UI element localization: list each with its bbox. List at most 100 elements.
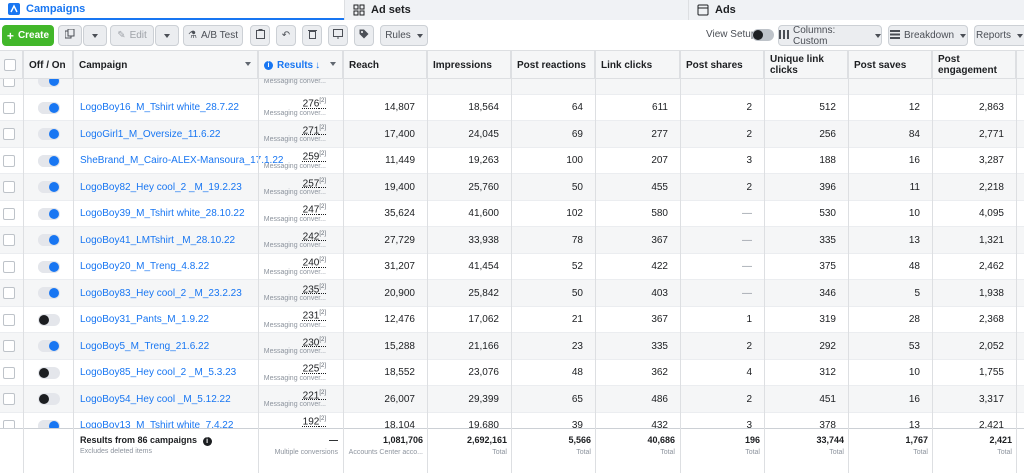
table-row[interactable]: LogoBoy83_Hey cool_2 _M_23.2.23 235[2] Mes…: [0, 280, 1024, 307]
tag-button[interactable]: [354, 25, 374, 46]
table-row[interactable]: LogoBoy82_Hey cool_2 _M_19.2.23 257[2] Mes…: [0, 174, 1024, 201]
header-post-saves[interactable]: Post saves: [848, 51, 932, 79]
breakdown-button[interactable]: Breakdown: [888, 25, 968, 46]
edit-dropdown-button[interactable]: [155, 25, 179, 46]
row-checkbox[interactable]: [3, 234, 15, 246]
campaign-toggle[interactable]: [38, 260, 60, 273]
footer-post-saves: 1,767 Total: [848, 435, 928, 456]
row-checkbox[interactable]: [3, 366, 15, 379]
header-unique-link-clicks[interactable]: Unique link clicks: [764, 51, 848, 79]
metric-value: 50: [571, 181, 583, 193]
campaign-name-link[interactable]: LogoBoy83_Hey cool_2 _M_23.2.23: [80, 287, 242, 299]
select-all-checkbox[interactable]: [4, 59, 16, 71]
campaign-toggle[interactable]: [38, 101, 60, 114]
header-post-shares[interactable]: Post shares: [680, 51, 764, 79]
campaign-name-cell: LogoBoy41_LMTshirt _M_28.10.22: [80, 227, 255, 253]
campaign-toggle[interactable]: [38, 128, 60, 140]
campaign-toggle[interactable]: [38, 207, 60, 220]
row-checkbox[interactable]: [3, 207, 15, 220]
table-row[interactable]: LogoBoy16_M_Tshirt white_28.7.22 276[2] Me…: [0, 94, 1024, 121]
table-row[interactable]: LogoBoy39_M_Tshirt white_28.10.22 247[2] M…: [0, 200, 1024, 227]
header-post-reactions[interactable]: Post reactions: [511, 51, 595, 79]
campaign-toggle[interactable]: [38, 419, 60, 428]
edit-button[interactable]: ✎ Edit: [110, 25, 154, 46]
header-off-on[interactable]: Off / On: [23, 51, 73, 79]
campaign-toggle[interactable]: [38, 287, 60, 299]
campaign-name-link[interactable]: LogoBoy85_Hey cool_2 _M_5.3.23: [80, 367, 237, 378]
campaign-toggle[interactable]: [38, 366, 60, 379]
campaign-toggle[interactable]: [38, 181, 60, 193]
campaign-name-link[interactable]: LogoGirl1_M_Oversize_11.6.22: [80, 128, 221, 140]
create-button[interactable]: + Create: [2, 25, 54, 46]
results-type: Messaging conver...: [263, 79, 326, 85]
campaign-name-link[interactable]: LogoBoy16_M_Tshirt white_28.7.22: [80, 102, 239, 113]
chevron-down-icon: [330, 62, 336, 66]
table-row[interactable]: LogoBoy13_M_Tshirt white_7.4.22 192[2]Mes…: [0, 412, 1024, 428]
row-checkbox[interactable]: [3, 287, 15, 299]
campaign-toggle[interactable]: [38, 154, 60, 167]
duplicate-button[interactable]: [58, 25, 82, 46]
table-row[interactable]: LogoBoy85_Hey cool_2 _M_5.3.23 225[2] Mess…: [0, 359, 1024, 386]
undo-icon: ↶: [281, 30, 291, 41]
campaign-name-link[interactable]: LogoBoy41_LMTshirt _M_28.10.22: [80, 234, 236, 246]
campaign-name-link[interactable]: LogoBoy13_M_Tshirt white_7.4.22: [80, 420, 234, 428]
row-checkbox[interactable]: [3, 260, 15, 273]
row-checkbox[interactable]: [3, 101, 15, 114]
undo-button[interactable]: ↶: [276, 25, 296, 46]
tab-ad-sets[interactable]: Ad sets: [344, 0, 688, 20]
tab-ads[interactable]: Ads: [688, 0, 1024, 20]
footer-value: 2,692,161: [466, 435, 507, 445]
table-row[interactable]: LogoBoy20_M_Treng_4.8.22 240[2] Messaging …: [0, 253, 1024, 280]
campaign-toggle[interactable]: [38, 393, 60, 405]
info-icon: i: [202, 437, 212, 446]
campaign-name-link[interactable]: LogoBoy31_Pants_M_1.9.22: [80, 314, 209, 325]
row-checkbox[interactable]: [3, 419, 15, 428]
header-impressions[interactable]: Impressions: [427, 51, 511, 79]
row-checkbox[interactable]: [3, 181, 15, 193]
table-row[interactable]: Messaging conver...: [0, 79, 1024, 95]
campaign-toggle[interactable]: [38, 79, 60, 87]
archive-button[interactable]: [250, 25, 270, 46]
table-row[interactable]: LogoBoy5_M_Treng_21.6.22 230[2] Messaging …: [0, 333, 1024, 360]
footer-post-shares: 196 Total: [680, 435, 760, 456]
campaign-toggle[interactable]: [38, 340, 60, 352]
table-row[interactable]: LogoBoy41_LMTshirt _M_28.10.22 242[2] Mess…: [0, 227, 1024, 254]
campaigns-table: Off / On Campaign i Results ↓ Reach Impres…: [0, 51, 1024, 473]
table-row[interactable]: SheBrand_M_Cairo-ALEX-Mansoura_17.1.22 25…: [0, 147, 1024, 174]
header-results[interactable]: i Results ↓: [258, 51, 343, 79]
rules-label: Rules: [385, 30, 411, 41]
campaign-name-link[interactable]: LogoBoy82_Hey cool_2 _M_19.2.23: [80, 181, 242, 193]
metric-cell-reach: 18,552: [343, 360, 427, 386]
tab-campaigns[interactable]: Campaigns: [0, 0, 344, 20]
row-checkbox[interactable]: [3, 393, 15, 405]
table-row[interactable]: LogoBoy54_Hey cool _M_5.12.22 221[2] Messa…: [0, 386, 1024, 413]
row-checkbox[interactable]: [3, 128, 15, 140]
columns-button[interactable]: Columns: Custom: [778, 25, 882, 47]
campaign-name-link[interactable]: LogoBoy39_M_Tshirt white_28.10.22: [80, 208, 245, 219]
metric-cell-shares: 1: [680, 307, 764, 333]
duplicate-dropdown-button[interactable]: [83, 25, 107, 46]
campaign-toggle[interactable]: [38, 234, 60, 246]
ab-test-button[interactable]: ⚗ A/B Test: [183, 25, 243, 46]
header-campaign[interactable]: Campaign: [73, 51, 258, 79]
campaign-name-link[interactable]: SheBrand_M_Cairo-ALEX-Mansoura_17.1.22: [80, 155, 284, 166]
delete-button[interactable]: [302, 25, 322, 46]
row-checkbox[interactable]: [3, 313, 15, 326]
row-checkbox[interactable]: [3, 154, 15, 167]
row-checkbox[interactable]: [3, 79, 15, 87]
metric-cell-link-clicks: 277: [595, 121, 680, 147]
header-reach[interactable]: Reach: [343, 51, 427, 79]
preview-button[interactable]: [328, 25, 348, 46]
row-checkbox[interactable]: [3, 340, 15, 352]
view-setup-toggle[interactable]: [752, 29, 774, 41]
header-link-clicks[interactable]: Link clicks: [595, 51, 680, 79]
rules-button[interactable]: Rules: [380, 25, 428, 46]
campaign-name-link[interactable]: LogoBoy5_M_Treng_21.6.22: [80, 340, 210, 352]
table-row[interactable]: LogoBoy31_Pants_M_1.9.22 231[2] Messaging …: [0, 306, 1024, 333]
header-post-engagement[interactable]: Post engagement: [932, 51, 1016, 79]
campaign-name-link[interactable]: LogoBoy54_Hey cool _M_5.12.22: [80, 393, 231, 405]
table-row[interactable]: LogoGirl1_M_Oversize_11.6.22 271[2] Messag…: [0, 121, 1024, 148]
campaign-name-link[interactable]: LogoBoy20_M_Treng_4.8.22: [80, 261, 210, 272]
campaign-toggle[interactable]: [38, 313, 60, 326]
reports-button[interactable]: Reports: [974, 25, 1024, 46]
